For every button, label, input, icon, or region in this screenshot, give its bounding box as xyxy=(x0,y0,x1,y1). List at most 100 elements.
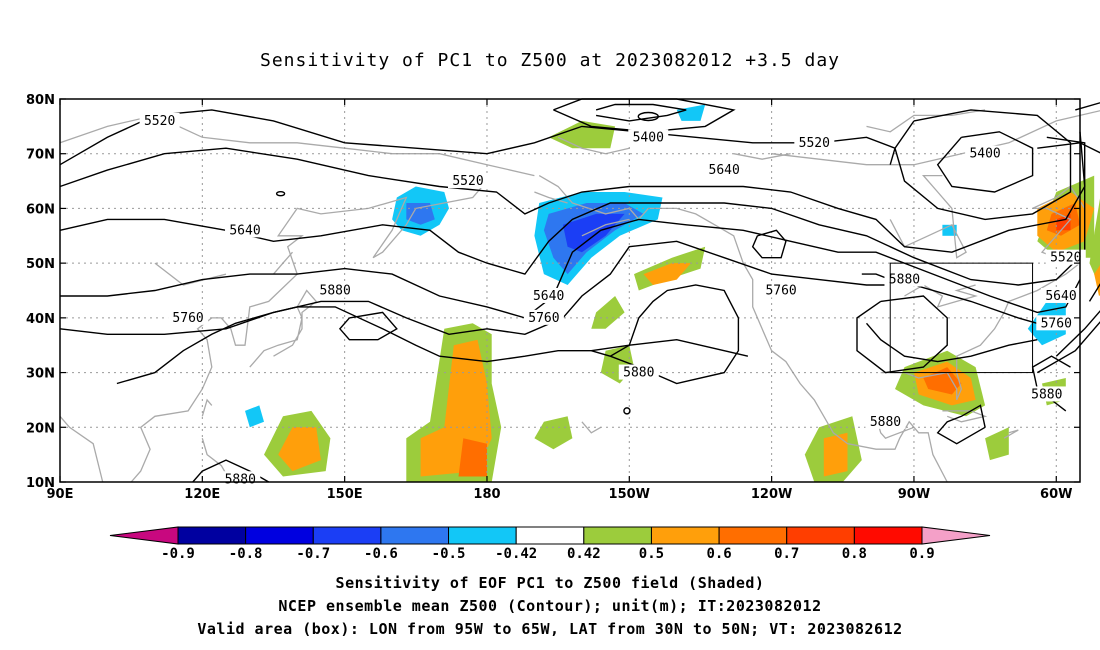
coastline xyxy=(59,415,104,483)
contour-label: 5880 xyxy=(320,284,351,299)
contour-label-bg xyxy=(865,413,906,429)
contour-label: 5880 xyxy=(1031,387,1062,402)
colorbar: -0.9 -0.8 -0.7 -0.6 -0.5 -0.42 0.42 0.5 0.6 0.7 0.… xyxy=(109,526,991,562)
contour-label: 5400 xyxy=(633,130,664,145)
x-tick-label: 180 xyxy=(473,487,500,502)
sensitivity-shading xyxy=(245,104,1100,482)
contour-label: 5520 xyxy=(799,136,830,151)
coastline xyxy=(59,114,535,177)
contour-label: 5640 xyxy=(533,289,564,304)
contour-label-bg xyxy=(225,222,266,238)
coastline xyxy=(880,185,1086,401)
page-title: Sensitivity of PC1 to Z500 at 2023082012… xyxy=(259,50,840,71)
colorbar-box xyxy=(448,526,517,545)
contour-small-loop xyxy=(623,407,631,415)
contour-label-bg xyxy=(1045,249,1086,265)
valid-area-box xyxy=(889,262,1034,374)
contour-label: 5760 xyxy=(765,284,796,299)
caption-line-2: NCEP ensemble mean Z500 (Contour); unit(… xyxy=(278,597,822,615)
contour-label: 5880 xyxy=(870,415,901,430)
colorbar-high-triangle xyxy=(921,526,991,545)
coastline xyxy=(130,180,488,483)
colorbar-label: -0.7 xyxy=(296,546,330,562)
contour-line xyxy=(865,322,1038,363)
contour-label: 5640 xyxy=(229,223,260,238)
contour-label: 5520 xyxy=(1050,251,1081,266)
shading-region xyxy=(823,432,848,477)
contour-line xyxy=(591,284,740,385)
coastline xyxy=(866,109,986,133)
coastline xyxy=(534,191,568,204)
shading-region xyxy=(458,438,487,477)
y-tick-label: 10N xyxy=(26,476,55,491)
shading-region xyxy=(534,416,573,450)
colorbar-box xyxy=(245,526,314,545)
coastline xyxy=(557,136,630,155)
y-tick-label: 50N xyxy=(26,257,55,272)
contour-label-bg xyxy=(965,145,1006,161)
coastline xyxy=(201,398,213,417)
grid-lines xyxy=(60,99,1080,482)
contour-label: 5880 xyxy=(889,273,920,288)
contour-label: 5880 xyxy=(225,472,256,487)
contour-label: 5640 xyxy=(1045,289,1076,304)
y-tick-label: 80N xyxy=(26,93,55,108)
colorbar-label: 0.9 xyxy=(909,546,934,562)
contour-label-bg xyxy=(528,287,569,303)
colorbar-box xyxy=(312,526,382,545)
colorbar-box xyxy=(650,526,720,545)
contour-label-bg xyxy=(448,173,488,189)
colorbar-low-triangle xyxy=(109,526,179,545)
contour-label: 5520 xyxy=(452,174,483,189)
y-tick-label: 70N xyxy=(26,148,55,163)
coastline xyxy=(904,284,978,308)
contour-label-bg xyxy=(761,282,802,298)
colorbar-label: -0.42 xyxy=(495,546,537,562)
contour-label-bg xyxy=(618,364,659,380)
x-tick-label: 120E xyxy=(184,487,220,502)
y-tick-label: 20N xyxy=(26,421,55,436)
coastlines xyxy=(59,109,1100,483)
x-tick-label: 120W xyxy=(751,487,792,502)
coastline xyxy=(538,175,948,483)
colorbar-box xyxy=(380,526,450,545)
colorbar-box xyxy=(786,526,855,545)
coastline xyxy=(581,218,630,237)
colorbar-label: 0.8 xyxy=(842,546,867,562)
colorbar-box xyxy=(853,526,923,545)
x-tick-label: 90E xyxy=(47,487,74,502)
caption-line-1: Sensitivity of EOF PC1 to Z500 field (Sh… xyxy=(335,574,765,592)
coastline xyxy=(581,421,602,434)
coastline xyxy=(889,174,967,259)
colorbar-label: 0.6 xyxy=(706,546,731,562)
shading-region xyxy=(278,427,321,472)
contour-line xyxy=(1037,142,1100,154)
contour-labels: 5520 5520 5400 5520 5400 5640 5640 5880 5760 5640… xyxy=(139,112,1086,487)
colorbar-box xyxy=(515,526,585,545)
contour-label-bg xyxy=(884,271,925,287)
contour-label-bg xyxy=(1036,315,1077,331)
contour-label-bg xyxy=(628,129,669,145)
y-tick-label: 60N xyxy=(26,202,55,217)
colorbar-label: 0.7 xyxy=(774,546,799,562)
coastline xyxy=(1003,429,1019,439)
colorbar-label: -0.6 xyxy=(364,546,398,562)
contour-line xyxy=(1055,310,1100,357)
colorbar-box xyxy=(718,526,788,545)
x-tick-label: 150W xyxy=(609,487,650,502)
contour-label: 5640 xyxy=(709,163,740,178)
x-tick-label: 150E xyxy=(327,487,363,502)
contour-label-bg xyxy=(1041,287,1082,303)
y-axis: 10N 20N 30N 40N 50N 60N 70N 80N xyxy=(26,93,1080,491)
contour-line xyxy=(59,109,896,166)
contour-line xyxy=(59,136,1086,286)
colorbar-label: -0.9 xyxy=(161,546,195,562)
shading-region xyxy=(591,296,625,329)
contour-low-center xyxy=(637,111,659,122)
contour-line xyxy=(1036,321,1100,374)
map-frame xyxy=(59,98,1081,483)
coastline xyxy=(249,289,318,368)
contour-line xyxy=(59,131,1086,253)
colorbar-label: -0.5 xyxy=(432,546,466,562)
colorbar-label: 0.5 xyxy=(639,546,664,562)
